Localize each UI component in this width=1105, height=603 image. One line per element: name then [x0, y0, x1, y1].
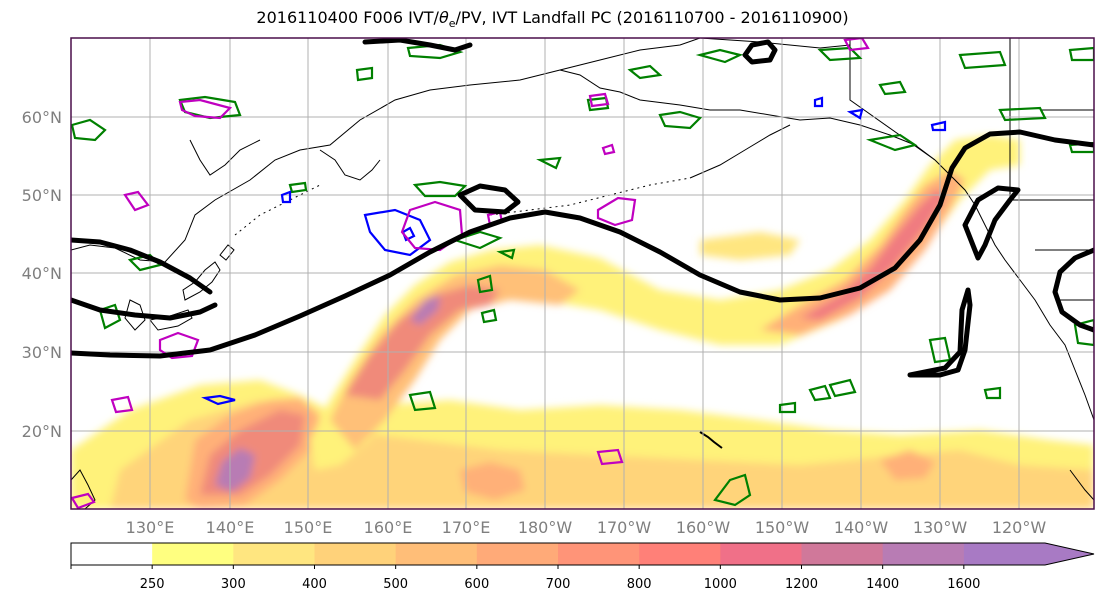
- lon-label-170e: 170°E: [442, 518, 491, 537]
- colorbar-cell: [801, 543, 884, 565]
- colorbar-cell: [476, 543, 559, 565]
- colorbar-cell: [71, 543, 153, 565]
- colorbar-tick-label: 800: [627, 577, 652, 592]
- colorbar-cell: [233, 543, 315, 565]
- ivt-shading: [71, 135, 1094, 509]
- lon-label-130e: 130°E: [126, 518, 175, 537]
- colorbar-tick-label: 1400: [866, 577, 899, 592]
- lon-label-160e: 160°E: [364, 518, 413, 537]
- lat-label-20n: 20°N: [22, 422, 62, 441]
- lon-label-140e: 140°E: [206, 518, 255, 537]
- colorbar-tick-label: 400: [302, 577, 327, 592]
- colorbar-cell: [882, 543, 965, 565]
- colorbar-cell: [152, 543, 234, 565]
- colorbar-cell: [314, 543, 397, 565]
- lon-label-180w: 180°W: [518, 518, 573, 537]
- lat-label-50n: 50°N: [22, 186, 62, 205]
- map-title: 2016110400 F006 IVT/θe/PV, IVT Landfall …: [256, 8, 849, 31]
- lon-label-140w: 140°W: [834, 518, 889, 537]
- colorbar-tick-label: 250: [140, 577, 165, 592]
- lon-labels: 130°E 140°E 150°E 160°E 170°E 180°W 170°…: [126, 518, 1047, 537]
- colorbar-tick-label: 1200: [785, 577, 818, 592]
- colorbar-tick-label: 500: [383, 577, 408, 592]
- colorbar-tick-label: 700: [546, 577, 571, 592]
- lat-label-30n: 30°N: [22, 343, 62, 362]
- colorbar-tick-label: 1000: [704, 577, 737, 592]
- map-frame: [70, 37, 1095, 510]
- lon-label-150w: 150°W: [755, 518, 810, 537]
- lon-label-130w: 130°W: [913, 518, 968, 537]
- colorbar-outline: [70, 542, 1095, 566]
- colorbar-tick-label: 1600: [947, 577, 980, 592]
- colorbar-cell: [639, 543, 721, 565]
- lat-label-60n: 60°N: [22, 108, 62, 127]
- colorbar-cell: [395, 543, 478, 565]
- lat-labels: 60°N 50°N 40°N 30°N 20°N: [22, 108, 62, 441]
- colorbar-cell: [963, 543, 1094, 565]
- colorbar-tick-label: 600: [464, 577, 489, 592]
- geopotential-contours: [71, 38, 1094, 378]
- lat-label-40n: 40°N: [22, 264, 62, 283]
- lon-label-150e: 150°E: [284, 518, 333, 537]
- colorbar-cell: [558, 543, 640, 565]
- colorbar-cell: [720, 543, 802, 565]
- theta-e-contours: [71, 43, 1094, 507]
- colorbar: 250 300 400 500 600 700 800 1000 1200 1400 1600: [70, 542, 1095, 592]
- lon-label-170w: 170°W: [597, 518, 652, 537]
- lon-label-120w: 120°W: [992, 518, 1047, 537]
- colorbar-tick-label: 300: [221, 577, 246, 592]
- lon-label-160w: 160°W: [676, 518, 731, 537]
